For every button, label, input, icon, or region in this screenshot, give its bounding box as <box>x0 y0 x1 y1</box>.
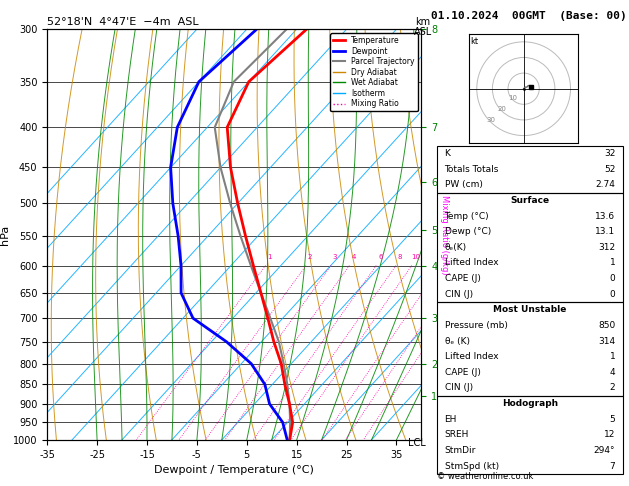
Text: CAPE (J): CAPE (J) <box>445 274 481 283</box>
Text: CIN (J): CIN (J) <box>445 383 473 392</box>
Text: © weatheronline.co.uk: © weatheronline.co.uk <box>437 472 533 481</box>
Text: 3: 3 <box>333 254 337 260</box>
Text: Lifted Index: Lifted Index <box>445 259 498 267</box>
X-axis label: Dewpoint / Temperature (°C): Dewpoint / Temperature (°C) <box>154 465 314 475</box>
Text: 13.1: 13.1 <box>595 227 615 236</box>
Text: StmSpd (kt): StmSpd (kt) <box>445 462 499 470</box>
Bar <box>437 396 623 474</box>
Text: Totals Totals: Totals Totals <box>445 165 499 174</box>
Text: PW (cm): PW (cm) <box>445 180 482 190</box>
Y-axis label: hPa: hPa <box>0 225 10 244</box>
Text: EH: EH <box>445 415 457 424</box>
Text: θₑ(K): θₑ(K) <box>445 243 467 252</box>
Text: Pressure (mb): Pressure (mb) <box>445 321 508 330</box>
Bar <box>437 302 623 396</box>
Text: 2: 2 <box>610 383 615 392</box>
Text: 314: 314 <box>598 337 615 346</box>
Text: 5: 5 <box>610 415 615 424</box>
Text: 0: 0 <box>610 290 615 299</box>
Text: 30: 30 <box>486 117 496 122</box>
Text: Most Unstable: Most Unstable <box>493 305 567 314</box>
Text: SREH: SREH <box>445 430 469 439</box>
Text: 20: 20 <box>498 105 506 112</box>
Text: Temp (°C): Temp (°C) <box>445 211 489 221</box>
Bar <box>437 192 623 302</box>
Y-axis label: Mixing Ratio (g/kg): Mixing Ratio (g/kg) <box>440 195 448 274</box>
Text: 4: 4 <box>352 254 355 260</box>
Text: 13.6: 13.6 <box>595 211 615 221</box>
Text: 294°: 294° <box>594 446 615 455</box>
Text: ASL: ASL <box>413 27 432 36</box>
Text: StmDir: StmDir <box>445 446 476 455</box>
Text: km: km <box>415 17 430 27</box>
Text: 8: 8 <box>398 254 403 260</box>
Text: LCL: LCL <box>408 438 425 448</box>
Text: 1: 1 <box>267 254 272 260</box>
Text: 4: 4 <box>610 368 615 377</box>
Text: 12: 12 <box>604 430 615 439</box>
Text: 32: 32 <box>604 149 615 158</box>
Text: 01.10.2024  00GMT  (Base: 00): 01.10.2024 00GMT (Base: 00) <box>431 11 626 21</box>
Text: Dewp (°C): Dewp (°C) <box>445 227 491 236</box>
Text: θₑ (K): θₑ (K) <box>445 337 470 346</box>
Text: 0: 0 <box>610 274 615 283</box>
Text: 312: 312 <box>598 243 615 252</box>
Text: 52: 52 <box>604 165 615 174</box>
Text: 2.74: 2.74 <box>596 180 615 190</box>
Legend: Temperature, Dewpoint, Parcel Trajectory, Dry Adiabat, Wet Adiabat, Isotherm, Mi: Temperature, Dewpoint, Parcel Trajectory… <box>330 33 418 111</box>
Text: 6: 6 <box>378 254 382 260</box>
Text: K: K <box>445 149 450 158</box>
Text: Hodograph: Hodograph <box>502 399 558 408</box>
Text: 1: 1 <box>610 259 615 267</box>
Text: 1: 1 <box>610 352 615 361</box>
Text: 52°18'N  4°47'E  −4m  ASL: 52°18'N 4°47'E −4m ASL <box>47 17 199 27</box>
Text: 7: 7 <box>610 462 615 470</box>
Text: 10: 10 <box>508 95 517 101</box>
Text: Surface: Surface <box>510 196 550 205</box>
Text: CIN (J): CIN (J) <box>445 290 473 299</box>
Text: 10: 10 <box>411 254 420 260</box>
Bar <box>437 146 623 192</box>
Text: CAPE (J): CAPE (J) <box>445 368 481 377</box>
Text: 2: 2 <box>308 254 313 260</box>
Text: kt: kt <box>470 37 479 46</box>
Text: Lifted Index: Lifted Index <box>445 352 498 361</box>
Text: 850: 850 <box>598 321 615 330</box>
